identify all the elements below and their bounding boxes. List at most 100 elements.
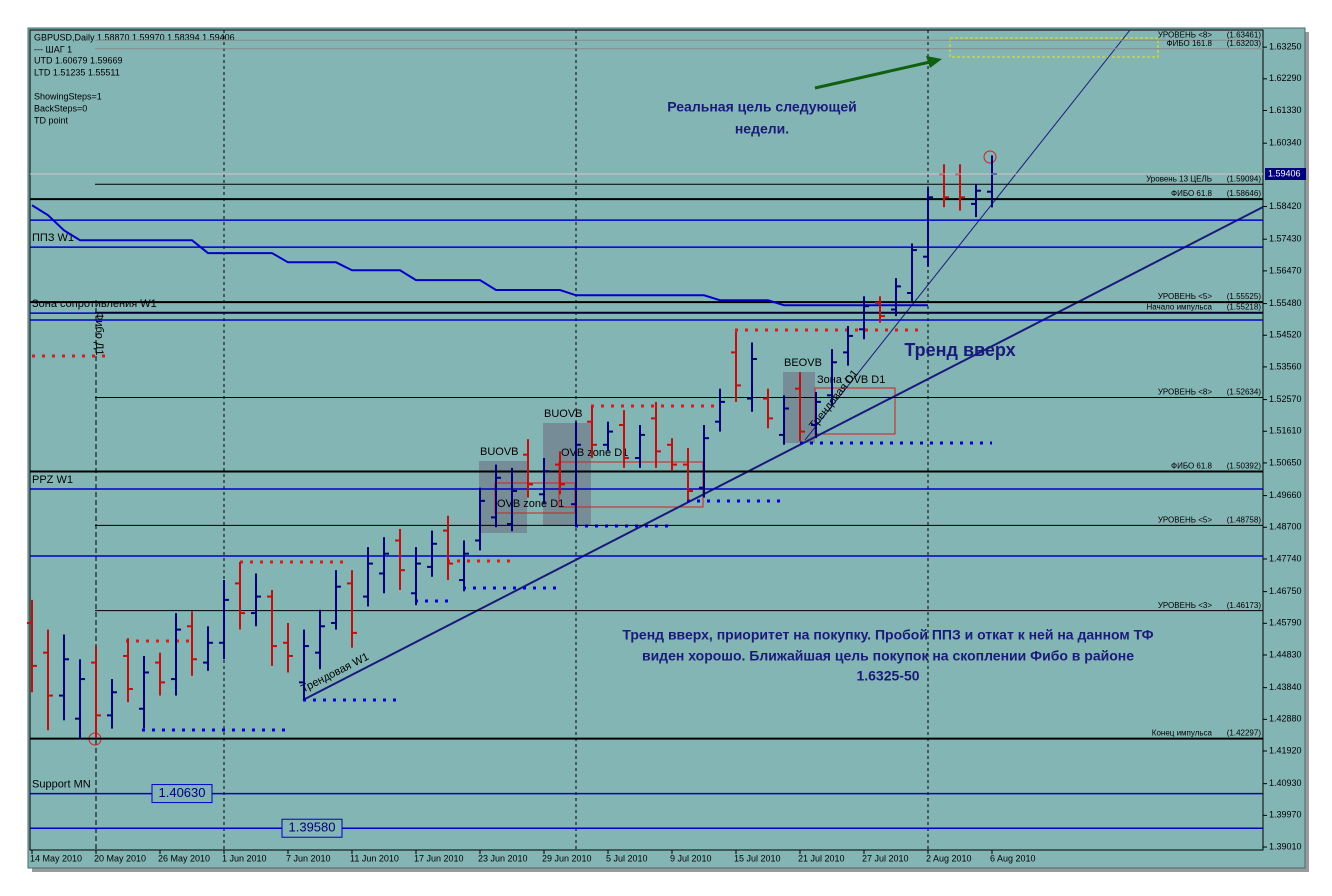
x-tick-label: 7 Jun 2010 bbox=[286, 853, 331, 863]
y-tick-label: 1.62290 bbox=[1269, 73, 1302, 83]
info: LTD 1.51235 1.55511 bbox=[34, 67, 120, 77]
annotation: Зона OVB D1 bbox=[817, 374, 885, 386]
annotation: виден хорошо. Ближайшая цель покупок на … bbox=[642, 648, 1134, 664]
x-tick-label: 21 Jul 2010 bbox=[798, 853, 845, 863]
x-tick-label: 6 Aug 2010 bbox=[990, 853, 1036, 863]
y-tick-label: 1.45790 bbox=[1269, 618, 1302, 628]
y-tick-label: 1.43840 bbox=[1269, 682, 1302, 692]
y-tick-label: 1.56470 bbox=[1269, 265, 1302, 275]
y-tick-label: 1.53560 bbox=[1269, 361, 1302, 371]
annotation: недели. bbox=[735, 121, 789, 137]
y-tick-label: 1.50650 bbox=[1269, 457, 1302, 467]
y-tick-label: 1.39010 bbox=[1269, 841, 1302, 851]
arrow bbox=[814, 60, 931, 90]
x-tick-label: 15 Jul 2010 bbox=[734, 853, 781, 863]
h-line-label: ППЗ W1 bbox=[32, 232, 74, 244]
indicator-line bbox=[31, 204, 928, 307]
y-tick-label: 1.40930 bbox=[1269, 778, 1302, 788]
level-value: (1.48758) bbox=[1227, 515, 1262, 524]
y-tick-label: 1.54520 bbox=[1269, 330, 1302, 340]
target-zone bbox=[949, 37, 1159, 58]
level-value: (1.42297) bbox=[1227, 729, 1262, 738]
level-name: Конец импульса bbox=[1152, 729, 1213, 738]
y-tick-label: 1.46750 bbox=[1269, 586, 1302, 596]
header: GBPUSD,Daily 1.58870 1.59970 1.58394 1.5… bbox=[34, 32, 235, 42]
level-name: ФИБО 61.8 bbox=[1171, 189, 1213, 198]
level-value: (1.58646) bbox=[1227, 189, 1262, 198]
level-value: (1.50392) bbox=[1227, 462, 1262, 471]
level-name: Уровень 13 ЦЕЛЬ bbox=[1146, 174, 1212, 183]
y-tick-label: 1.58420 bbox=[1269, 201, 1302, 211]
x-tick-label: 14 May 2010 bbox=[30, 853, 82, 863]
level-name: ФИБО 161.8 bbox=[1167, 39, 1213, 48]
info: TD point bbox=[34, 115, 69, 125]
y-tick-label: 1.60340 bbox=[1269, 138, 1302, 148]
level-value: (1.59094) bbox=[1227, 174, 1262, 183]
y-tick-label: 1.55480 bbox=[1269, 298, 1302, 308]
x-tick-label: 9 Jul 2010 bbox=[670, 853, 712, 863]
plot-border bbox=[29, 29, 1264, 851]
fractal-levels bbox=[32, 328, 992, 732]
level-name: УРОВЕНЬ <8> bbox=[1158, 388, 1213, 397]
price-box-label: 1.40630 bbox=[159, 785, 206, 800]
y-tick-label: 1.57430 bbox=[1269, 234, 1302, 244]
annotation: BEOVB bbox=[784, 357, 822, 369]
annotation: BUOVB bbox=[544, 408, 583, 420]
y-tick-label: 1.49660 bbox=[1269, 490, 1302, 500]
annotation: Тренд вверх bbox=[904, 340, 1015, 360]
level-value: (1.52634) bbox=[1227, 388, 1262, 397]
ovb-box bbox=[543, 423, 591, 525]
level-value: (1.63203) bbox=[1227, 39, 1262, 48]
h-line-label: PPZ W1 bbox=[32, 474, 73, 486]
last-price-label: 1.59406 bbox=[1268, 168, 1301, 178]
level-name: УРОВЕНЬ <5> bbox=[1158, 515, 1213, 524]
level-name: Начало импульса bbox=[1146, 302, 1212, 311]
level-value: (1.63461) bbox=[1227, 30, 1262, 39]
annotation: OVB zone D1 bbox=[497, 498, 564, 510]
price-box-label: 1.39580 bbox=[289, 820, 336, 835]
level-name: УРОВЕНЬ <5> bbox=[1158, 292, 1213, 301]
info: UTD 1.60679 1.59669 bbox=[34, 55, 123, 65]
trendline-d1 bbox=[804, 29, 1131, 441]
x-tick-label: 1 Jun 2010 bbox=[222, 853, 267, 863]
chart-frame bbox=[27, 27, 1306, 869]
y-tick-label: 1.44830 bbox=[1269, 649, 1302, 659]
x-tick-label: 26 May 2010 bbox=[158, 853, 210, 863]
x-tick-label: 2 Aug 2010 bbox=[926, 853, 972, 863]
x-tick-label: 20 May 2010 bbox=[94, 853, 146, 863]
price-box bbox=[151, 784, 213, 804]
trendline-w1 bbox=[302, 206, 1264, 701]
level-value: (1.46173) bbox=[1227, 601, 1262, 610]
y-tick-label: 1.48700 bbox=[1269, 522, 1302, 532]
info: BackSteps=0 bbox=[34, 103, 87, 113]
h-line-label: Зона сопротивления W1 bbox=[32, 298, 157, 310]
annotation: BUOVB bbox=[480, 446, 519, 458]
info: ShowingSteps=1 bbox=[34, 91, 102, 101]
price-box bbox=[281, 818, 343, 838]
annotation: Фибо Д1 bbox=[93, 312, 105, 356]
x-tick-label: 17 Jun 2010 bbox=[414, 853, 464, 863]
y-tick-label: 1.47740 bbox=[1269, 553, 1302, 563]
h-line-label: Support MN bbox=[32, 778, 91, 790]
level-name: ФИБО 61.8 bbox=[1171, 462, 1213, 471]
annotation: OVB zone D1 bbox=[561, 447, 628, 459]
marker-circle bbox=[983, 150, 997, 164]
last-price-box bbox=[1265, 168, 1306, 181]
level-value: (1.55525) bbox=[1227, 292, 1262, 301]
x-tick-label: 29 Jun 2010 bbox=[542, 853, 592, 863]
y-tick-label: 1.63250 bbox=[1269, 42, 1302, 52]
arrow-head bbox=[926, 56, 942, 68]
x-tick-label: 27 Jul 2010 bbox=[862, 853, 909, 863]
x-tick-label: 5 Jul 2010 bbox=[606, 853, 648, 863]
annotation: Реальная цель следующей bbox=[667, 99, 856, 115]
level-name: УРОВЕНЬ <8> bbox=[1158, 30, 1213, 39]
y-tick-label: 1.52570 bbox=[1269, 394, 1302, 404]
y-tick-label: 1.42880 bbox=[1269, 714, 1302, 724]
ovb-box bbox=[479, 461, 527, 533]
annotation: 1.6325-50 bbox=[856, 668, 919, 684]
annotation: Тренд вверх, приоритет на покупку. Пробо… bbox=[622, 627, 1153, 643]
y-tick-label: 1.51610 bbox=[1269, 426, 1302, 436]
x-tick-label: 23 Jun 2010 bbox=[478, 853, 528, 863]
